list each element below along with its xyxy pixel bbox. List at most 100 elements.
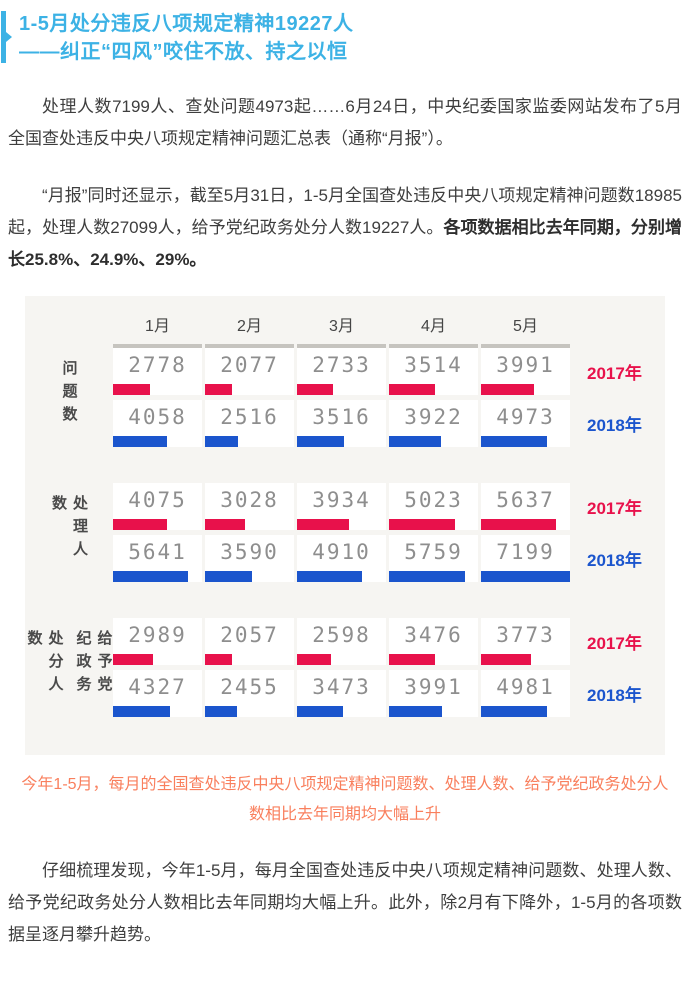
data-cell: 3476 [389, 618, 478, 665]
row-label-processed-count: 处理人数 [25, 483, 113, 582]
article-title-line1: 1-5月处分违反八项规定精神19227人 [19, 13, 354, 35]
data-bar [481, 519, 556, 530]
data-cell: 2455 [205, 670, 294, 717]
data-bar [113, 384, 150, 395]
data-cell: 3922 [389, 400, 478, 447]
data-cell: 2989 [113, 618, 202, 665]
cards: 2778 2077 2733 3514 3991 [113, 348, 570, 395]
data-value: 2778 [128, 353, 187, 377]
label-spacer [25, 312, 113, 336]
data-value: 2057 [220, 623, 279, 647]
data-bar [389, 571, 466, 582]
cards: 2989 2057 2598 3476 3773 [113, 618, 570, 665]
data-cell: 2077 [205, 348, 294, 395]
data-cell: 4981 [481, 670, 570, 717]
data-value: 3991 [496, 353, 555, 377]
data-value: 3516 [312, 405, 371, 429]
data-cell: 2516 [205, 400, 294, 447]
data-cell: 3934 [297, 483, 386, 530]
series-row-2018年: 4058 2516 3516 3922 4973 2018年 [113, 400, 642, 447]
data-cell: 5637 [481, 483, 570, 530]
data-cell: 5641 [113, 535, 202, 582]
article-title-line2: ——纠正“四风”咬住不放、持之以恒 [19, 41, 348, 63]
data-bar [205, 436, 239, 447]
data-value: 3934 [312, 488, 371, 512]
data-cell: 2057 [205, 618, 294, 665]
data-cell: 3516 [297, 400, 386, 447]
data-value: 4973 [496, 405, 555, 429]
data-value: 3991 [404, 675, 463, 699]
data-cell: 3773 [481, 618, 570, 665]
series-row-2017年: 2989 2057 2598 3476 3773 2017年 [113, 618, 642, 665]
data-bar [113, 436, 167, 447]
group-rows: 4075 3028 3934 5023 5637 2017年 5641 3590 4910 575… [113, 483, 642, 582]
row-label-text: 处分人数 [25, 630, 64, 699]
cards: 4058 2516 3516 3922 4973 [113, 400, 570, 447]
data-value: 3473 [312, 675, 371, 699]
data-bar [297, 384, 334, 395]
data-bar [205, 706, 238, 717]
data-cell: 2778 [113, 348, 202, 395]
data-value: 2989 [128, 623, 187, 647]
paragraph-intro: 处理人数7199人、查处问题4973起……6月24日，中央纪委国家监委网站发布了… [8, 97, 682, 148]
data-bar [205, 571, 253, 582]
data-value: 5759 [404, 540, 463, 564]
month-label-1: 1月 [145, 318, 170, 335]
year-legend-2017年: 2017年 [587, 634, 642, 653]
paragraph-summary-text: “月报”同时还显示，截至5月31日，1-5月全国查处违反中央八项规定精神问题数1… [8, 186, 682, 237]
data-cell: 5759 [389, 535, 478, 582]
data-bar [205, 654, 233, 665]
chart-month-header: 1月 2月 3月 4月 5月 [25, 312, 665, 336]
data-value: 2455 [220, 675, 279, 699]
chart-group-punished-count: 给予党纪政务 处分人数 2989 2057 2598 3476 3773 2017年 4327 2… [25, 618, 665, 717]
data-value: 3476 [404, 623, 463, 647]
data-bar [205, 519, 246, 530]
data-bar [297, 436, 344, 447]
data-value: 3922 [404, 405, 463, 429]
data-value: 2733 [312, 353, 371, 377]
paragraph-summary-bold: 各项数据相比去年同期，分别增长25.8%、24.9%、29%。 [8, 218, 683, 269]
data-value: 2077 [220, 353, 279, 377]
month-cells: 1月 2月 3月 4月 5月 [113, 312, 570, 336]
row-label-text: 处理人数 [50, 495, 88, 564]
data-value: 2516 [220, 405, 279, 429]
month-label-5: 5月 [513, 318, 538, 335]
data-bar [389, 654, 435, 665]
row-label-punished-count: 给予党纪政务 处分人数 [25, 618, 113, 717]
data-bar [113, 519, 167, 530]
data-bar [113, 571, 188, 582]
data-value: 4981 [496, 675, 555, 699]
data-cell: 4058 [113, 400, 202, 447]
year-legend-2018年: 2018年 [587, 551, 642, 570]
data-bar [113, 654, 153, 665]
data-value: 5641 [128, 540, 187, 564]
data-bar [481, 654, 531, 665]
data-value: 4058 [128, 405, 187, 429]
data-bar [297, 654, 332, 665]
data-cell: 4910 [297, 535, 386, 582]
monthly-comparison-chart: 1月 2月 3月 4月 5月 问题数 2778 2077 2733 3514 3991 2017年 40… [25, 296, 665, 755]
data-value: 7199 [496, 540, 555, 564]
data-value: 4327 [128, 675, 187, 699]
year-legend-2017年: 2017年 [587, 499, 642, 518]
data-bar [481, 384, 534, 395]
data-value: 5023 [404, 488, 463, 512]
data-bar [297, 706, 343, 717]
data-bar [389, 436, 441, 447]
data-value: 3590 [220, 540, 279, 564]
chart-caption: 今年1-5月，每月的全国查处违反中央八项规定精神问题数、处理人数、给予党纪政务处… [21, 776, 669, 823]
data-cell: 5023 [389, 483, 478, 530]
group-rows: 2778 2077 2733 3514 3991 2017年 4058 2516 3516 392… [113, 348, 642, 447]
data-value: 3028 [220, 488, 279, 512]
data-value: 5637 [496, 488, 555, 512]
month-label-3: 3月 [329, 318, 354, 335]
row-label-text: 问题数 [60, 360, 78, 429]
data-cell: 3514 [389, 348, 478, 395]
data-cell: 3473 [297, 670, 386, 717]
series-row-2018年: 5641 3590 4910 5759 7199 2018年 [113, 535, 642, 582]
paragraph-summary: “月报”同时还显示，截至5月31日，1-5月全国查处违反中央八项规定精神问题数1… [8, 180, 682, 276]
data-cell: 3590 [205, 535, 294, 582]
group-rows: 2989 2057 2598 3476 3773 2017年 4327 2455 3473 399… [113, 618, 642, 717]
data-cell: 4075 [113, 483, 202, 530]
data-bar [481, 571, 570, 582]
